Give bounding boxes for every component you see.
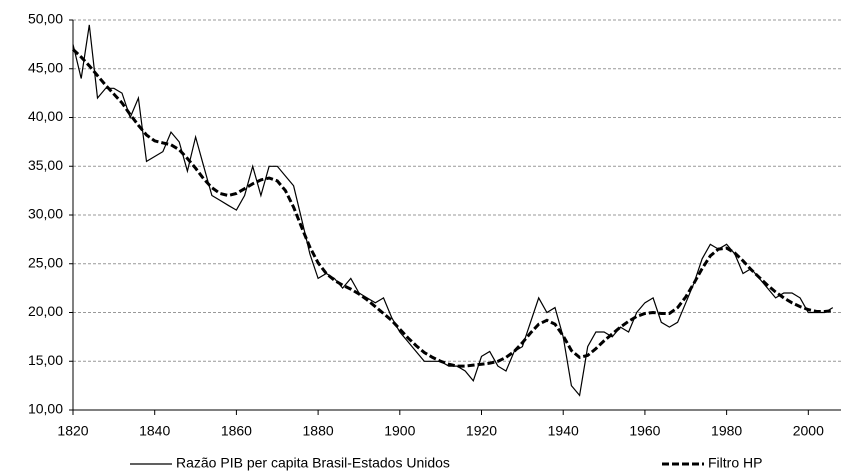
series-line	[72, 24, 834, 397]
x-tick-label: 1940	[548, 423, 579, 439]
y-tick-label: 30,00	[28, 206, 63, 222]
x-tick-label: 1960	[629, 423, 660, 439]
x-tick-label: 1880	[303, 423, 334, 439]
y-tick-label: 50,00	[28, 11, 63, 27]
x-tick-label: 1900	[384, 423, 415, 439]
x-tick-label: 1920	[466, 423, 497, 439]
y-tick-label: 45,00	[28, 59, 63, 75]
y-tick-label: 15,00	[28, 352, 63, 368]
y-tick-label: 10,00	[28, 401, 63, 417]
x-tick-label: 2000	[793, 423, 824, 439]
series-line	[71, 48, 833, 368]
y-tick-label: 20,00	[28, 303, 63, 319]
x-tick-label: 1820	[57, 423, 88, 439]
y-tick-label: 40,00	[28, 108, 63, 124]
x-tick-label: 1840	[139, 423, 170, 439]
y-tick-label: 25,00	[28, 254, 63, 270]
y-tick-label: 35,00	[28, 157, 63, 173]
legend-label: Razão PIB per capita Brasil-Estados Unid…	[176, 455, 450, 471]
legend-label: Filtro HP	[708, 455, 762, 471]
x-tick-label: 1860	[221, 423, 252, 439]
x-tick-label: 1980	[711, 423, 742, 439]
